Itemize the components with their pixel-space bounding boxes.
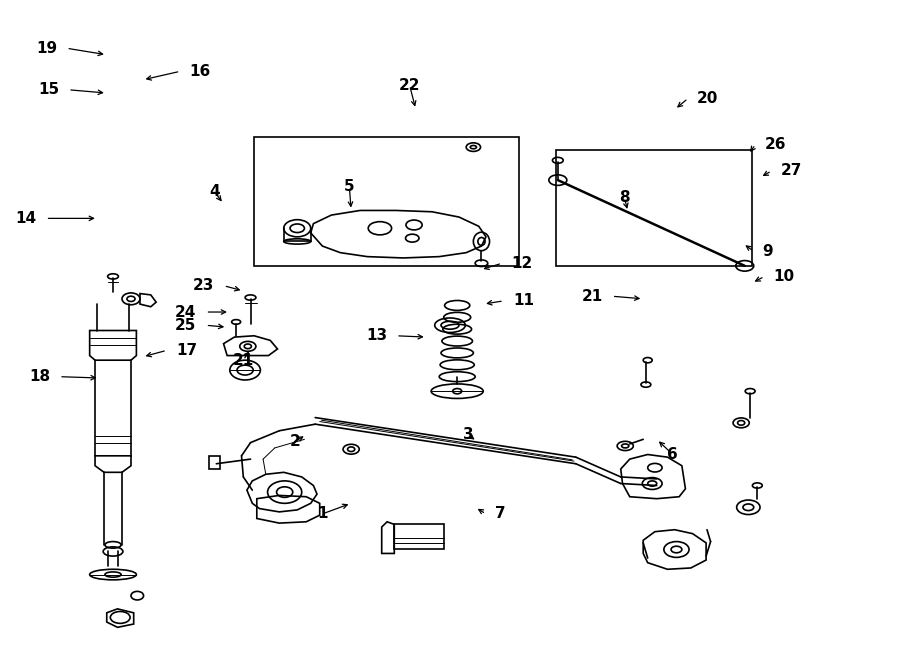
- Text: 16: 16: [189, 63, 211, 79]
- Text: 10: 10: [773, 269, 795, 284]
- Text: 17: 17: [176, 343, 197, 358]
- Text: 27: 27: [780, 163, 802, 178]
- Bar: [209, 456, 220, 469]
- Text: 12: 12: [511, 256, 533, 271]
- Text: 18: 18: [29, 369, 50, 384]
- Text: 6: 6: [668, 447, 679, 462]
- Text: 4: 4: [210, 184, 220, 200]
- Text: 26: 26: [764, 137, 786, 152]
- Text: 23: 23: [194, 278, 214, 293]
- Bar: [394, 524, 444, 549]
- Text: 5: 5: [344, 179, 355, 194]
- Text: 25: 25: [176, 318, 196, 332]
- Text: 9: 9: [762, 244, 773, 259]
- Text: 1: 1: [317, 506, 328, 522]
- Text: 20: 20: [698, 91, 718, 106]
- Text: 8: 8: [619, 190, 630, 205]
- Text: 21: 21: [581, 289, 603, 303]
- Text: 13: 13: [366, 329, 387, 343]
- Text: 2: 2: [290, 434, 301, 449]
- Text: 3: 3: [463, 427, 473, 442]
- Bar: [556, 151, 752, 266]
- Text: 19: 19: [36, 41, 58, 56]
- Text: 22: 22: [399, 77, 420, 93]
- Text: 7: 7: [495, 506, 506, 522]
- Text: 11: 11: [513, 293, 534, 308]
- Bar: [254, 137, 519, 266]
- Text: 21: 21: [233, 353, 254, 368]
- Text: 15: 15: [38, 82, 59, 97]
- Text: 24: 24: [176, 305, 196, 319]
- Text: 14: 14: [15, 211, 37, 226]
